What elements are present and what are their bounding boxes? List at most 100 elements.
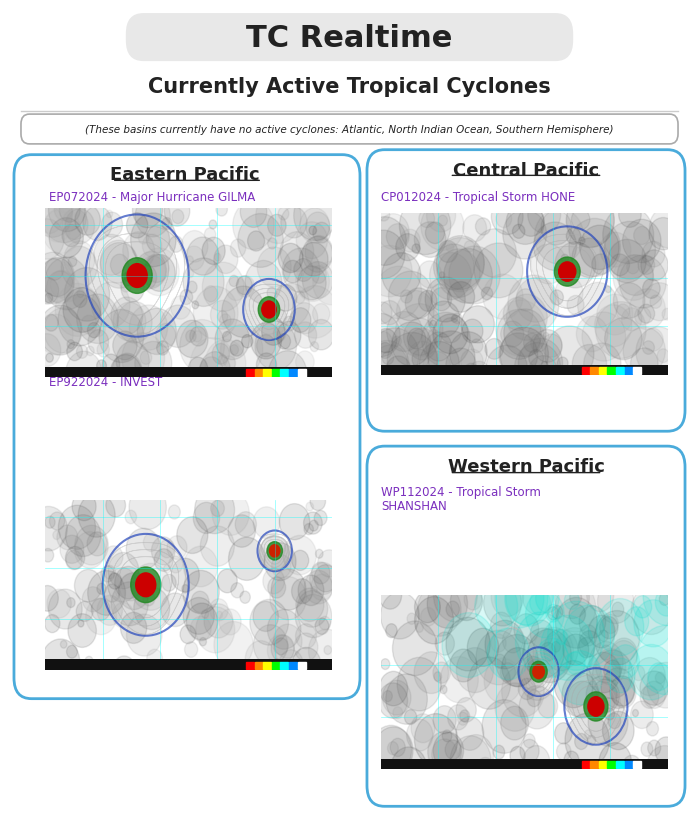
Circle shape bbox=[299, 243, 328, 277]
Circle shape bbox=[300, 208, 329, 244]
Circle shape bbox=[563, 634, 589, 666]
Circle shape bbox=[387, 312, 422, 352]
Circle shape bbox=[484, 658, 521, 704]
Circle shape bbox=[533, 628, 573, 676]
Circle shape bbox=[595, 305, 632, 347]
Bar bbox=[289, 662, 297, 669]
Circle shape bbox=[276, 310, 287, 323]
Circle shape bbox=[391, 747, 427, 791]
Circle shape bbox=[531, 245, 566, 284]
Circle shape bbox=[520, 739, 539, 762]
Circle shape bbox=[278, 244, 303, 273]
Circle shape bbox=[55, 284, 100, 337]
Circle shape bbox=[77, 294, 118, 344]
Circle shape bbox=[31, 253, 75, 304]
Circle shape bbox=[518, 656, 545, 690]
Circle shape bbox=[315, 550, 323, 558]
Circle shape bbox=[110, 355, 142, 393]
Circle shape bbox=[202, 238, 225, 265]
Circle shape bbox=[477, 758, 494, 778]
Circle shape bbox=[506, 203, 545, 245]
Circle shape bbox=[324, 646, 331, 655]
Circle shape bbox=[60, 641, 67, 648]
Circle shape bbox=[425, 278, 466, 323]
Circle shape bbox=[88, 330, 108, 355]
Circle shape bbox=[63, 289, 101, 333]
Circle shape bbox=[392, 337, 401, 347]
Circle shape bbox=[613, 256, 654, 301]
Circle shape bbox=[204, 228, 216, 242]
Circle shape bbox=[180, 320, 224, 373]
Circle shape bbox=[73, 292, 87, 308]
Circle shape bbox=[92, 322, 106, 337]
Circle shape bbox=[411, 714, 435, 743]
Circle shape bbox=[296, 222, 327, 260]
Circle shape bbox=[426, 200, 456, 232]
Circle shape bbox=[510, 747, 525, 765]
Circle shape bbox=[598, 580, 634, 624]
Circle shape bbox=[380, 672, 408, 706]
Circle shape bbox=[468, 362, 490, 386]
Circle shape bbox=[486, 346, 528, 393]
Circle shape bbox=[296, 351, 314, 374]
Circle shape bbox=[106, 494, 126, 518]
Circle shape bbox=[129, 305, 168, 351]
Circle shape bbox=[446, 618, 490, 671]
Circle shape bbox=[124, 274, 131, 282]
Circle shape bbox=[461, 306, 494, 343]
Circle shape bbox=[69, 257, 77, 267]
Circle shape bbox=[66, 645, 78, 658]
Circle shape bbox=[226, 277, 246, 301]
Circle shape bbox=[604, 660, 621, 681]
Circle shape bbox=[290, 308, 311, 333]
Circle shape bbox=[428, 732, 461, 772]
Circle shape bbox=[494, 654, 506, 669]
Text: EP922024 - INVEST: EP922024 - INVEST bbox=[49, 375, 162, 389]
Circle shape bbox=[118, 573, 150, 609]
Circle shape bbox=[577, 317, 608, 352]
Circle shape bbox=[186, 331, 196, 343]
Circle shape bbox=[282, 249, 320, 294]
Circle shape bbox=[561, 255, 568, 263]
Circle shape bbox=[518, 208, 544, 237]
Bar bbox=[625, 368, 633, 375]
Circle shape bbox=[496, 211, 512, 228]
Circle shape bbox=[240, 591, 250, 604]
Circle shape bbox=[370, 328, 419, 383]
Circle shape bbox=[236, 276, 252, 295]
Circle shape bbox=[181, 232, 208, 263]
Circle shape bbox=[96, 361, 106, 372]
Bar bbox=[45, 368, 332, 378]
Circle shape bbox=[386, 674, 427, 724]
Circle shape bbox=[445, 740, 461, 759]
Circle shape bbox=[75, 570, 102, 602]
Circle shape bbox=[136, 573, 156, 597]
Circle shape bbox=[541, 211, 572, 246]
Circle shape bbox=[44, 258, 89, 310]
Circle shape bbox=[630, 701, 654, 729]
Circle shape bbox=[491, 577, 524, 617]
Circle shape bbox=[426, 332, 452, 361]
Circle shape bbox=[312, 562, 330, 584]
Circle shape bbox=[605, 287, 611, 294]
Circle shape bbox=[76, 346, 88, 359]
Circle shape bbox=[393, 707, 403, 719]
Circle shape bbox=[449, 332, 487, 375]
Circle shape bbox=[633, 666, 644, 681]
Circle shape bbox=[634, 657, 665, 696]
Circle shape bbox=[566, 194, 614, 248]
Bar bbox=[45, 660, 332, 670]
Circle shape bbox=[58, 505, 96, 550]
Bar bbox=[616, 761, 624, 768]
Circle shape bbox=[503, 210, 547, 260]
Circle shape bbox=[594, 611, 640, 666]
Circle shape bbox=[45, 259, 64, 281]
Circle shape bbox=[612, 645, 640, 678]
Circle shape bbox=[161, 575, 176, 591]
Circle shape bbox=[648, 663, 670, 691]
Circle shape bbox=[589, 615, 615, 648]
Bar bbox=[298, 662, 305, 669]
Circle shape bbox=[152, 538, 175, 565]
Circle shape bbox=[217, 569, 237, 593]
Circle shape bbox=[614, 284, 645, 319]
